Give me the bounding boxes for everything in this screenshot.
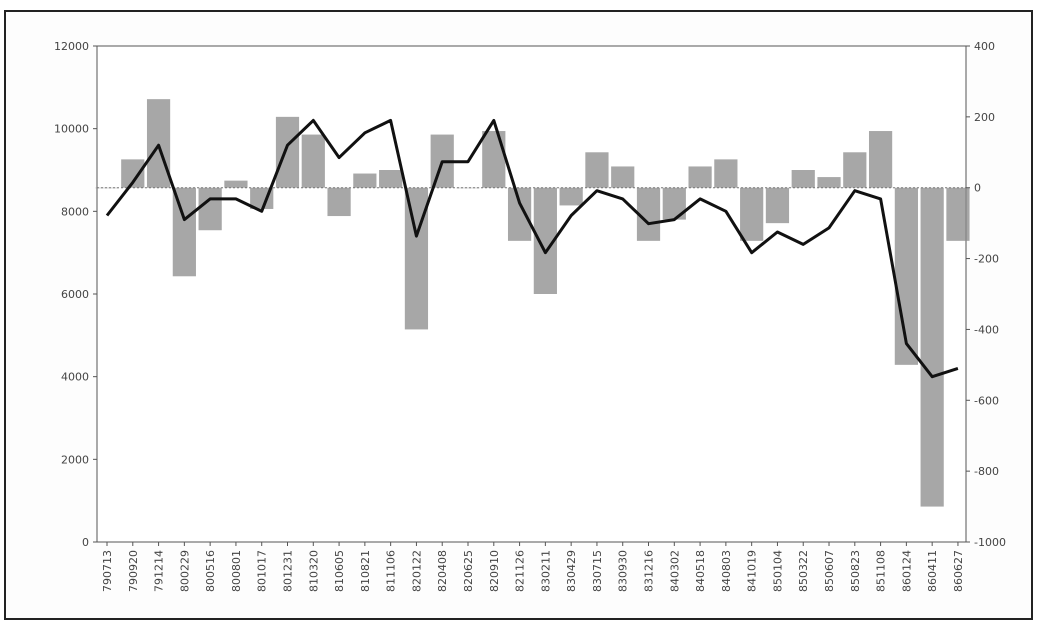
x-axis-tick-label: 801017 <box>256 550 269 592</box>
bar <box>585 152 609 188</box>
bar <box>868 131 893 188</box>
bar <box>636 187 661 241</box>
bar <box>456 187 480 189</box>
chart-frame: 12000 10000 8000 6000 4000 2000 0 400 200 0 -200-… <box>4 10 1033 620</box>
x-axis-tick-label: 810605 <box>333 550 346 592</box>
right-axis-tick-label: -600 <box>974 394 999 407</box>
bar <box>843 152 867 188</box>
right-axis-tick-label: 400 <box>974 40 995 53</box>
x-axis-tick-label: 810821 <box>359 550 372 592</box>
x-axis-tick-label: 840302 <box>668 550 681 592</box>
line-series <box>105 118 959 379</box>
bar <box>121 159 145 188</box>
x-axis-tick-label: 820910 <box>488 550 501 592</box>
bar <box>533 187 557 294</box>
left-axis-tick-label: 2000 <box>61 453 89 466</box>
bar <box>507 187 532 241</box>
bar <box>791 170 815 188</box>
bar <box>353 173 377 188</box>
bar <box>920 187 944 507</box>
x-axis-tick-label: 840803 <box>720 550 733 592</box>
x-axis-tick-label: 860411 <box>926 550 939 592</box>
x-axis-tick-label: 811106 <box>385 550 398 592</box>
bar <box>224 180 248 188</box>
bar <box>688 166 712 188</box>
right-axis-tick-label: -1000 <box>974 536 1006 549</box>
plot-area <box>96 45 967 543</box>
x-axis-tick-label: 841019 <box>746 550 759 592</box>
bar <box>765 187 790 224</box>
left-axis-tick-label: 4000 <box>61 371 89 384</box>
bar <box>172 187 196 277</box>
x-axis-tick-label: 860124 <box>900 550 913 592</box>
x-axis-tick-label: 850104 <box>771 550 784 592</box>
bar <box>946 187 970 241</box>
x-axis-tick-label: 800801 <box>230 550 243 592</box>
left-axis-tick-label: 6000 <box>61 288 89 301</box>
x-axis: 790713 790920 791214 800229 800516 800801 8010… <box>101 542 965 592</box>
bar <box>482 131 506 188</box>
right-axis-tick-label: -200 <box>974 253 999 266</box>
bar <box>611 166 635 188</box>
x-axis-tick-label: 850322 <box>797 550 810 592</box>
left-axis-tick-label: 8000 <box>61 205 89 218</box>
left-axis-tick-label: 10000 <box>54 123 89 136</box>
bar <box>146 99 171 188</box>
x-axis-tick-label: 820625 <box>462 550 475 592</box>
x-axis-tick-label: 850823 <box>849 550 862 592</box>
right-axis-tick-label: 0 <box>974 182 981 195</box>
x-axis-tick-label: 800229 <box>178 550 191 592</box>
left-axis-tick-label: 0 <box>82 536 89 549</box>
bar <box>301 134 325 188</box>
bar <box>379 170 403 188</box>
bar <box>559 187 583 206</box>
x-axis-tick-label: 790920 <box>127 550 140 592</box>
x-axis-tick-label: 810320 <box>307 550 320 592</box>
x-axis-tick-label: 821126 <box>514 550 527 592</box>
right-axis-tick-label: 200 <box>974 111 995 124</box>
x-axis-tick-label: 820408 <box>436 550 449 592</box>
bar <box>740 187 764 241</box>
x-axis-tick-label: 830715 <box>591 550 604 592</box>
bar <box>275 116 300 188</box>
x-axis-tick-label: 840518 <box>694 550 707 592</box>
left-axis-tick-label: 12000 <box>54 40 89 53</box>
x-axis-tick-label: 850607 <box>823 550 836 592</box>
x-axis-tick-label: 801231 <box>282 550 295 592</box>
x-axis-tick-label: 830429 <box>565 550 578 592</box>
x-axis-tick-label: 800516 <box>204 550 217 592</box>
bar <box>714 159 738 188</box>
x-axis-tick-label: 791214 <box>153 550 166 592</box>
x-axis-tick-label: 790713 <box>101 550 114 592</box>
right-axis-tick-label: -800 <box>974 465 999 478</box>
left-axis: 12000 10000 8000 6000 4000 2000 0 <box>54 40 97 549</box>
x-axis-tick-label: 851108 <box>875 550 888 592</box>
right-axis-tick-label: -400 <box>974 323 999 336</box>
x-axis-tick-label: 860627 <box>952 550 965 592</box>
bar <box>662 187 686 220</box>
bar <box>817 177 841 188</box>
right-axis: 400 200 0 -200 -400 -600 -800 -1000 <box>966 40 1006 549</box>
bar <box>327 187 351 217</box>
bar <box>894 187 918 365</box>
bar <box>198 187 222 231</box>
x-axis-tick-label: 830930 <box>617 550 630 592</box>
x-axis-tick-label: 830211 <box>539 550 552 592</box>
x-axis-tick-label: 831216 <box>643 550 656 592</box>
bar-series <box>95 99 970 507</box>
x-axis-tick-label: 820122 <box>410 550 423 592</box>
